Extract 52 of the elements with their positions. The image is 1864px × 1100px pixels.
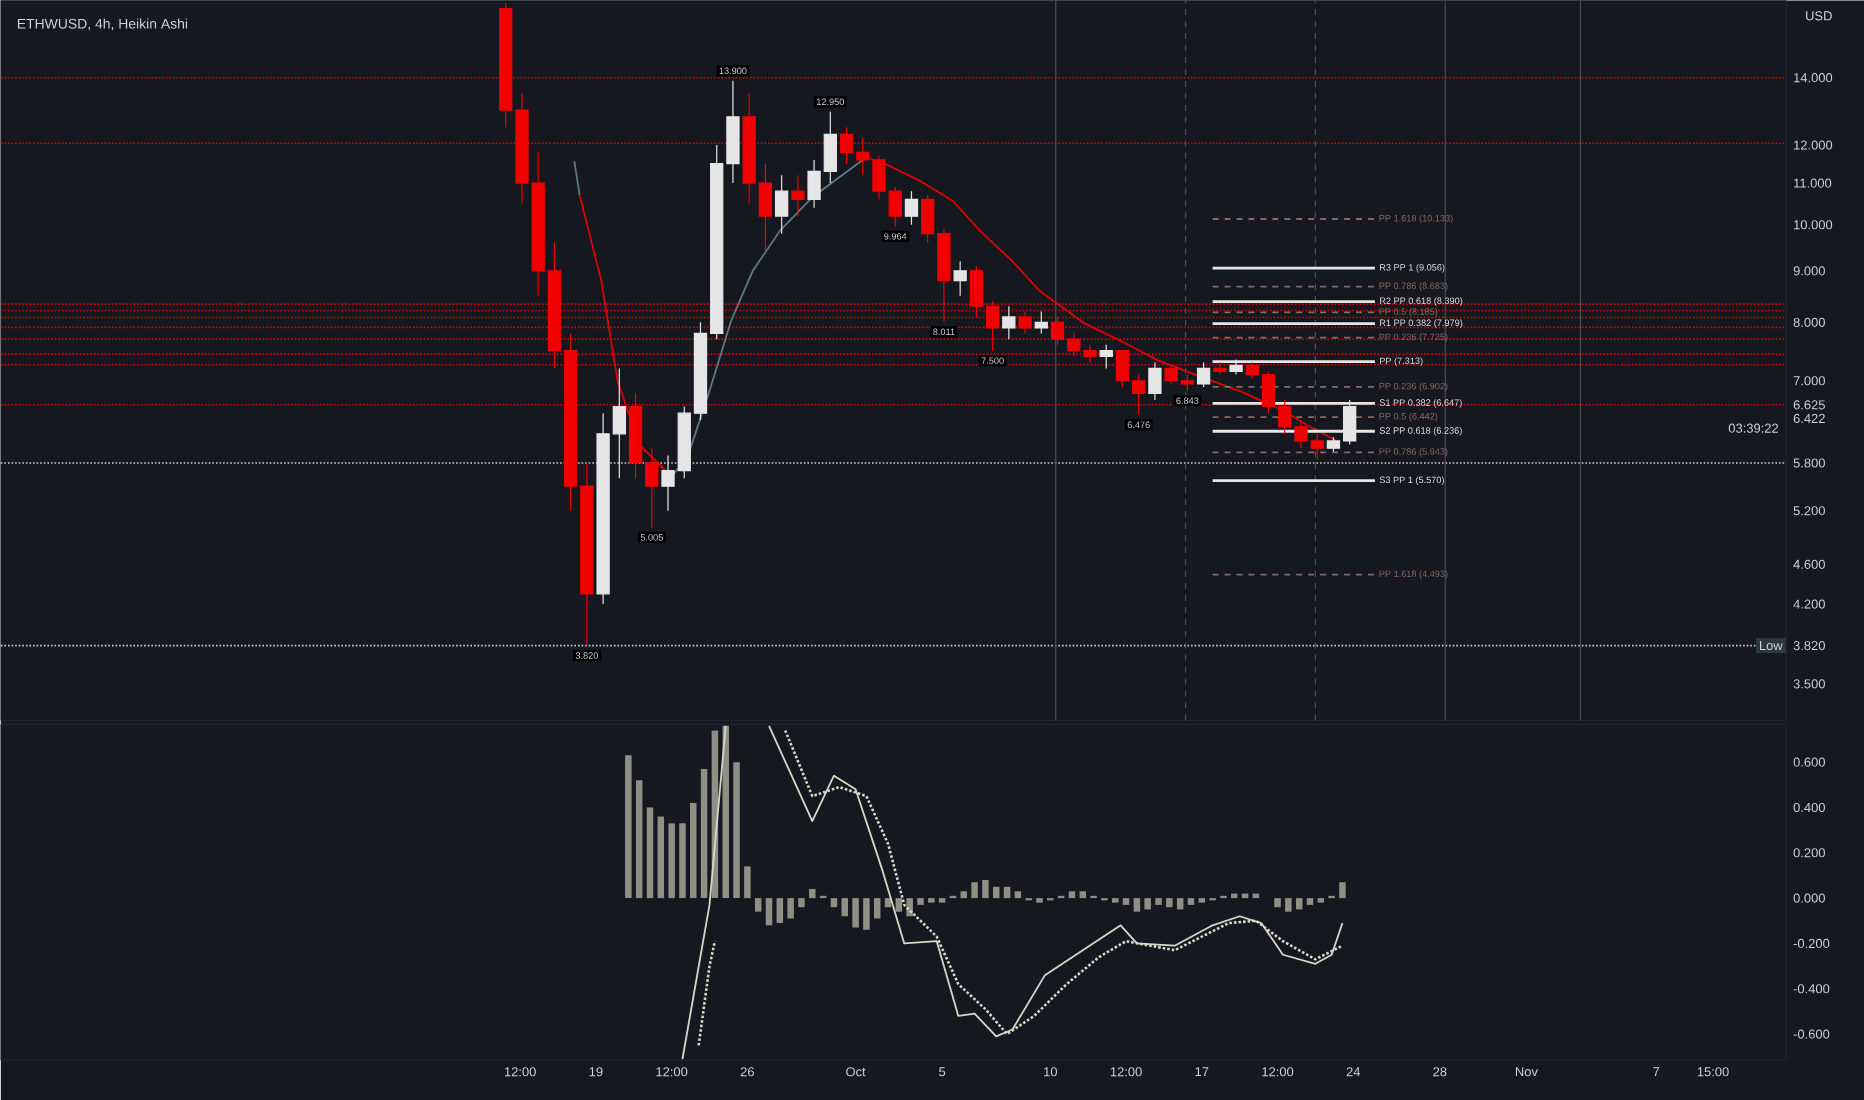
bar [1068,891,1076,899]
bar [722,725,729,899]
candlestick [1002,305,1016,340]
bar [679,823,686,899]
bar [1306,898,1314,905]
bar [809,888,816,899]
bar [1133,898,1141,912]
bar [1122,898,1130,905]
bar [1231,893,1238,899]
bar [657,816,665,899]
bar [744,866,751,899]
bar [787,898,794,919]
bar [982,879,989,899]
candlestick [904,190,919,226]
bar [917,898,924,905]
bar [1285,898,1292,912]
bar [852,898,859,928]
bar [765,898,773,926]
candlestick [1196,361,1211,388]
bar [1155,898,1162,905]
candlestick [1099,344,1113,369]
bar [873,898,881,919]
candlestick [1034,310,1048,334]
candlestick [1213,361,1227,376]
candlestick [774,174,789,235]
bar [798,898,805,908]
bar [690,802,697,899]
bar [1187,898,1195,905]
candlestick [1148,361,1162,401]
bar [776,898,784,923]
bar [733,762,740,899]
bar [895,898,903,912]
bar [830,898,838,908]
bar [863,898,870,930]
bar [700,768,708,899]
bar [754,898,762,912]
candlestick [791,174,805,217]
bar [668,823,675,899]
bar [625,755,632,899]
candlestick [953,260,967,297]
bar [646,807,654,899]
bar [1274,898,1281,908]
bar [960,891,968,899]
bar [1339,882,1346,899]
bar [841,898,848,917]
candlestick [1018,310,1032,334]
bar [1014,891,1022,899]
bar [1166,898,1173,908]
bar [1079,891,1087,899]
bar [635,780,643,899]
bar [971,882,978,899]
bar [1144,898,1151,910]
